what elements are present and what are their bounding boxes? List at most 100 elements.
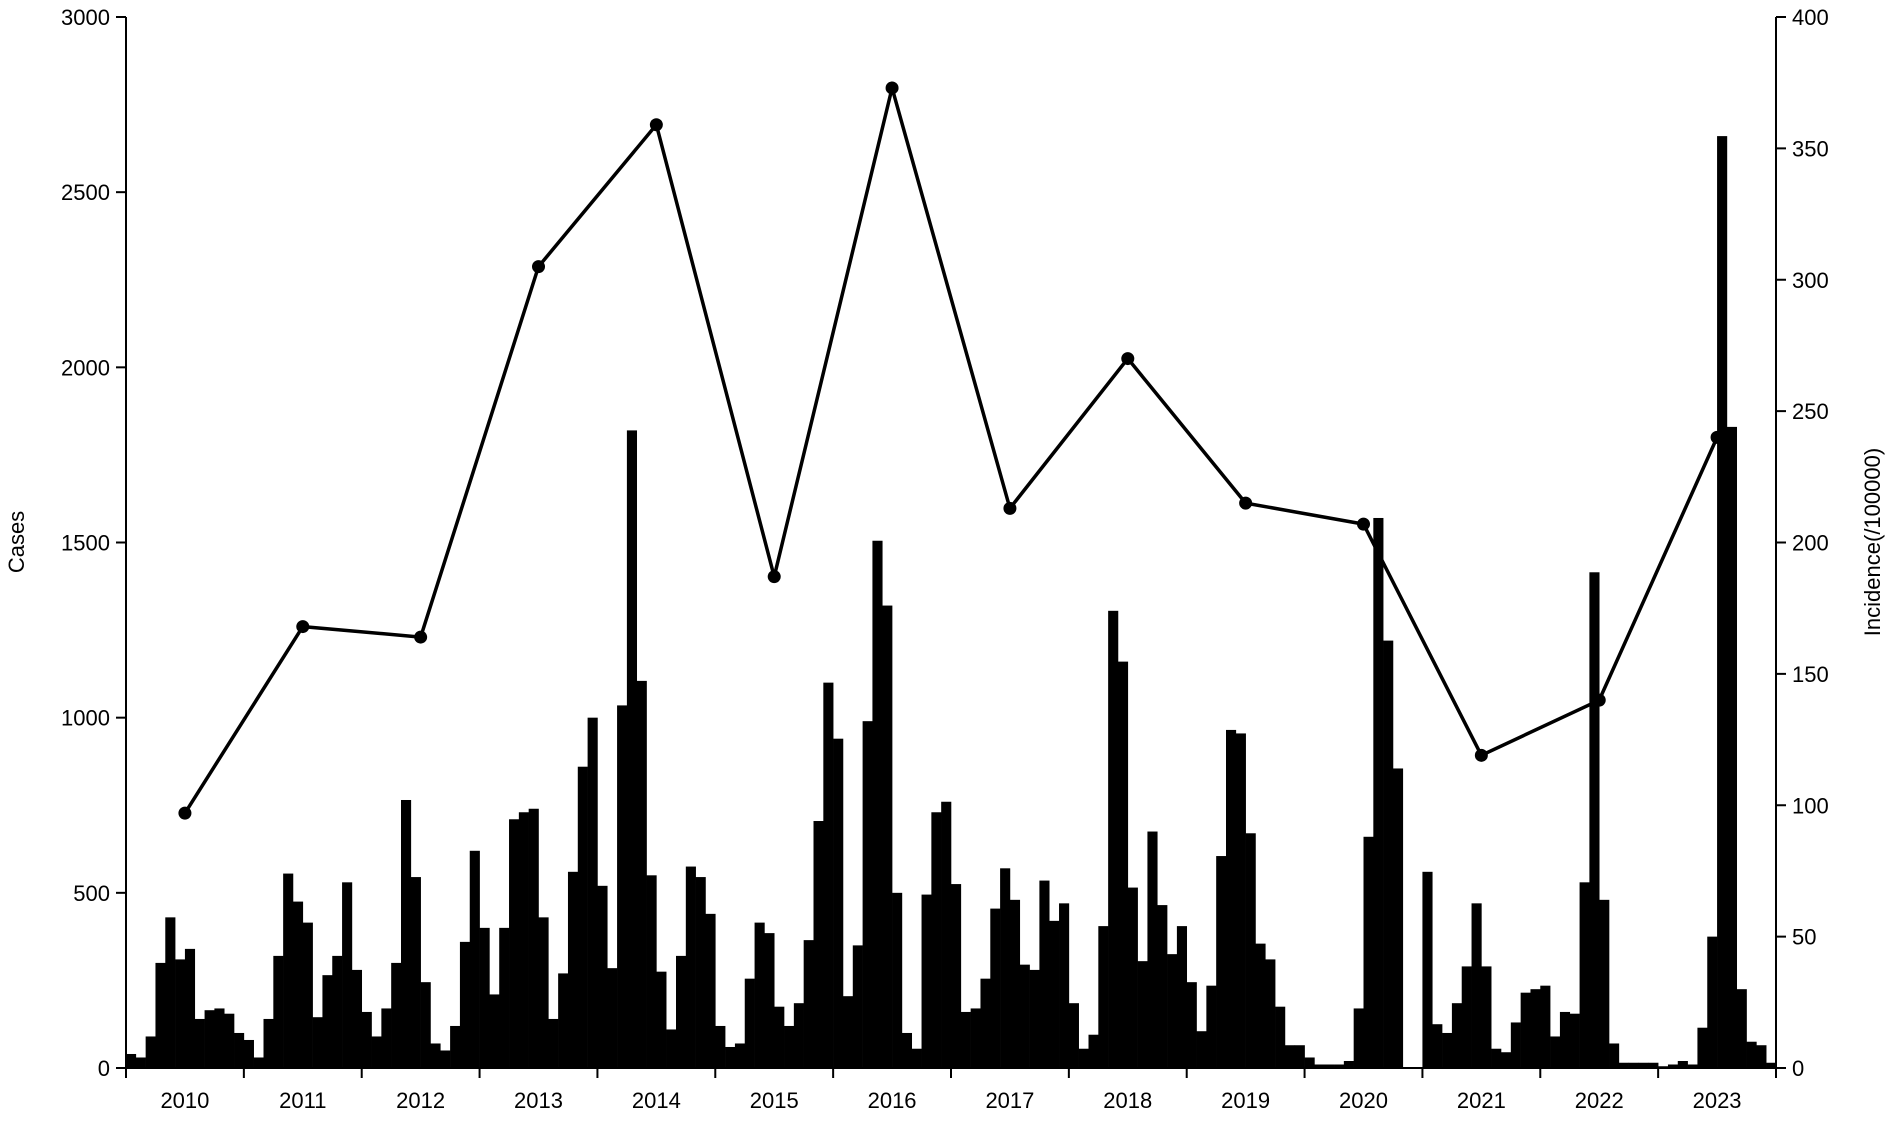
- bar: [931, 812, 942, 1068]
- bar: [391, 962, 402, 1068]
- bar: [1451, 1003, 1463, 1068]
- bar: [1334, 1064, 1345, 1068]
- x-tick-label: 2022: [1575, 1088, 1624, 1113]
- bar: [715, 1025, 726, 1068]
- bar: [921, 894, 932, 1068]
- bar: [1589, 572, 1600, 1068]
- bar: [430, 1043, 441, 1068]
- bar: [1265, 959, 1276, 1068]
- bar: [567, 871, 579, 1068]
- bar: [695, 877, 706, 1068]
- bar: [911, 1048, 922, 1068]
- bar: [126, 1053, 137, 1068]
- bar: [636, 680, 647, 1068]
- x-tick-label: 2020: [1339, 1088, 1388, 1113]
- bar: [234, 1032, 245, 1068]
- line-marker: [885, 81, 899, 95]
- bar: [734, 1043, 746, 1068]
- bar: [1000, 868, 1011, 1068]
- bar: [1078, 1048, 1089, 1068]
- bar: [1137, 961, 1148, 1068]
- bar: [1039, 880, 1050, 1068]
- bar: [1697, 1027, 1708, 1068]
- line-marker: [1592, 693, 1606, 707]
- x-tick-label: 2015: [750, 1088, 799, 1113]
- y2-tick-label: 200: [1792, 531, 1829, 556]
- bar: [450, 1025, 461, 1068]
- bar: [1235, 733, 1246, 1068]
- bar: [401, 799, 412, 1068]
- bar: [135, 1057, 146, 1068]
- bar: [509, 819, 520, 1068]
- bar: [1226, 729, 1237, 1068]
- y2-tick-label: 100: [1792, 793, 1829, 818]
- bar: [1717, 136, 1728, 1068]
- bar: [1471, 903, 1482, 1068]
- bar: [214, 1008, 225, 1068]
- line-marker: [1003, 501, 1017, 515]
- y-tick-label: 2000: [61, 355, 110, 380]
- bar: [1550, 1036, 1561, 1068]
- bar: [469, 850, 480, 1068]
- y2-axis-label: Incidence(/100000): [1860, 448, 1885, 636]
- y-tick-label: 3000: [61, 5, 110, 30]
- bar: [577, 766, 588, 1068]
- bar: [1343, 1060, 1354, 1068]
- y-tick-label: 1000: [61, 706, 110, 731]
- bar: [1530, 989, 1541, 1068]
- bar: [1766, 1062, 1777, 1068]
- bar: [862, 721, 873, 1068]
- bar: [587, 717, 598, 1068]
- bar: [990, 908, 1001, 1068]
- bar: [1059, 903, 1070, 1068]
- bar: [194, 1018, 205, 1068]
- bar: [145, 1036, 156, 1068]
- bar: [371, 1036, 382, 1068]
- bar: [1628, 1062, 1639, 1068]
- bar: [754, 922, 765, 1068]
- bar: [823, 682, 834, 1068]
- bar: [1324, 1064, 1335, 1068]
- bar: [243, 1039, 254, 1068]
- y2-tick-label: 400: [1792, 5, 1829, 30]
- bar: [970, 1008, 981, 1068]
- y2-tick-label: 250: [1792, 399, 1829, 424]
- bar: [1373, 517, 1384, 1068]
- bar: [1746, 1041, 1757, 1068]
- bar: [1726, 426, 1738, 1068]
- line-marker: [1474, 748, 1488, 762]
- bar: [1127, 887, 1138, 1068]
- bar: [342, 882, 353, 1068]
- bar: [951, 884, 962, 1068]
- bar: [1275, 1006, 1286, 1068]
- bar: [1294, 1045, 1305, 1068]
- bar: [676, 955, 687, 1068]
- bar: [1009, 899, 1021, 1068]
- x-tick-label: 2018: [1103, 1088, 1152, 1113]
- bar: [1383, 640, 1394, 1068]
- bar: [1363, 836, 1374, 1068]
- bar: [1559, 1011, 1571, 1068]
- bar: [1049, 920, 1060, 1068]
- bar: [872, 540, 883, 1068]
- bar: [1167, 954, 1178, 1068]
- x-tick-label: 2016: [868, 1088, 917, 1113]
- line-marker: [649, 118, 663, 132]
- bar: [784, 1025, 795, 1068]
- bar: [292, 901, 304, 1068]
- bar: [1117, 661, 1129, 1068]
- bar: [1157, 905, 1168, 1068]
- bar: [1540, 985, 1551, 1068]
- line-marker: [1121, 352, 1135, 366]
- y2-tick-label: 0: [1792, 1056, 1804, 1081]
- bar: [1569, 1013, 1580, 1068]
- y2-tick-label: 350: [1792, 136, 1829, 161]
- y-axis-label: Cases: [4, 511, 29, 573]
- x-tick-label: 2013: [514, 1088, 563, 1113]
- bar: [1510, 1022, 1521, 1068]
- bar: [283, 873, 294, 1068]
- bar: [1638, 1062, 1649, 1068]
- bar: [852, 945, 863, 1068]
- bar: [1216, 856, 1227, 1068]
- bar: [1206, 985, 1217, 1068]
